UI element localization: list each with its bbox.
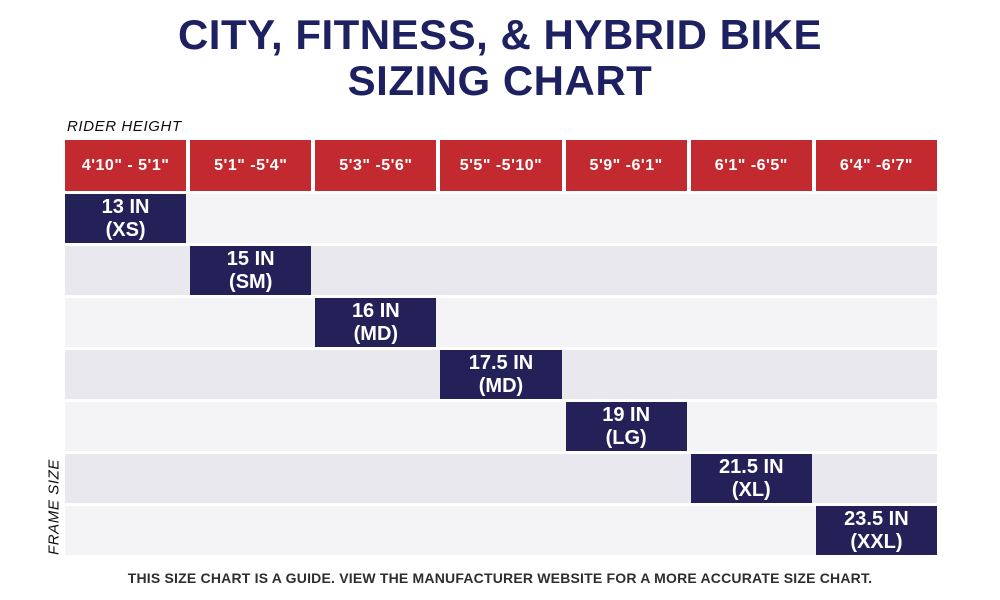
frame-size-code: (XXL) bbox=[850, 530, 903, 553]
frame-size-value: 23.5 IN bbox=[844, 507, 909, 530]
frame-size-value: 17.5 IN bbox=[468, 351, 534, 374]
table-row: 23.5 IN (XXL) bbox=[65, 506, 937, 555]
frame-size-code: (LG) bbox=[605, 426, 647, 449]
frame-size-code: (MD) bbox=[478, 374, 524, 397]
frame-size-code: (XS) bbox=[105, 218, 146, 241]
frame-size-code: (MD) bbox=[353, 322, 399, 345]
table-row: 19 IN (LG) bbox=[65, 402, 937, 451]
frame-size-value: 15 IN bbox=[226, 247, 275, 270]
frame-size-code: (XL) bbox=[731, 478, 771, 501]
page-title: CITY, FITNESS, & HYBRID BIKE SIZING CHAR… bbox=[0, 11, 1000, 105]
header-cell-4: 5'5" -5'10" bbox=[440, 140, 562, 191]
disclaimer-text: THIS SIZE CHART IS A GUIDE. VIEW THE MAN… bbox=[127, 570, 873, 586]
frame-size-code: (SM) bbox=[229, 270, 273, 293]
rider-height-axis-label: RIDER HEIGHT bbox=[67, 118, 182, 135]
frame-size-cell-17-5in-md: 17.5 IN (MD) bbox=[440, 350, 562, 399]
table-row: 21.5 IN (XL) bbox=[65, 454, 937, 503]
frame-size-axis-label: FRAME SIZE bbox=[45, 458, 63, 556]
table-row: 15 IN (SM) bbox=[65, 246, 937, 295]
frame-size-cell-19in-lg: 19 IN (LG) bbox=[565, 402, 687, 451]
header-cell-5: 5'9" -6'1" bbox=[565, 140, 687, 191]
rider-height-header-row: 4'10" - 5'1" 5'1" -5'4" 5'3" -5'6" 5'5" … bbox=[65, 140, 937, 191]
frame-size-value: 19 IN bbox=[602, 403, 651, 426]
frame-size-value: 13 IN bbox=[101, 195, 150, 218]
table-row: 16 IN (MD) bbox=[65, 298, 937, 347]
header-cell-2: 5'1" -5'4" bbox=[190, 140, 312, 191]
page-title-line1: CITY, FITNESS, & HYBRID BIKE bbox=[177, 11, 823, 58]
frame-size-cell-13in-xs: 13 IN (XS) bbox=[65, 194, 187, 243]
header-cell-1: 4'10" - 5'1" bbox=[65, 140, 187, 191]
frame-size-cell-16in-md: 16 IN (MD) bbox=[315, 298, 437, 347]
page-title-line2: SIZING CHART bbox=[347, 57, 653, 105]
frame-size-cell-15in-sm: 15 IN (SM) bbox=[190, 246, 312, 295]
frame-size-value: 21.5 IN bbox=[719, 455, 784, 478]
table-row: 13 IN (XS) bbox=[65, 194, 937, 243]
frame-size-cell-23-5in-xxl: 23.5 IN (XXL) bbox=[815, 506, 937, 555]
header-cell-7: 6'4" -6'7" bbox=[815, 140, 937, 191]
header-cell-6: 6'1" -6'5" bbox=[690, 140, 812, 191]
frame-size-value: 16 IN bbox=[351, 299, 400, 322]
sizing-table: 4'10" - 5'1" 5'1" -5'4" 5'3" -5'6" 5'5" … bbox=[65, 140, 937, 558]
header-cell-3: 5'3" -5'6" bbox=[315, 140, 437, 191]
frame-size-cell-21-5in-xl: 21.5 IN (XL) bbox=[690, 454, 812, 503]
table-row: 17.5 IN (MD) bbox=[65, 350, 937, 399]
